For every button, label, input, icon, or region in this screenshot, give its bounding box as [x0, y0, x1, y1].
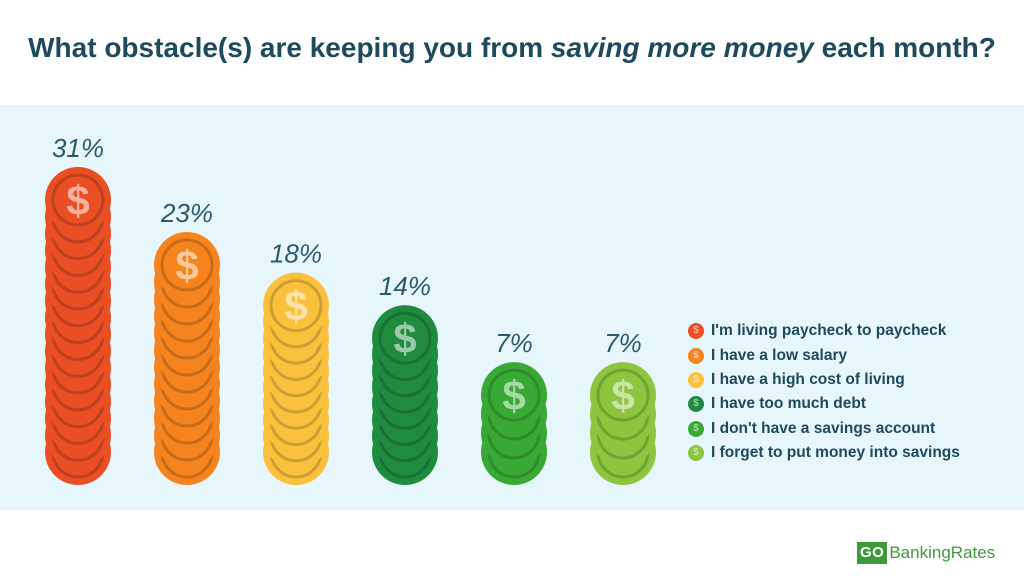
coin-ring	[160, 238, 214, 292]
coin	[263, 272, 329, 339]
coin-ring	[487, 368, 541, 422]
dollar-sign-icon: $	[175, 242, 198, 289]
chart-panel: $31% $23% $18% $14% $7% $7% $ I'm living paych…	[0, 105, 1024, 510]
legend-label: I forget to put money into savings	[711, 444, 960, 462]
coin-stack-bar: $	[481, 362, 547, 485]
coin-stack-bar: $	[590, 362, 656, 485]
chart-title: What obstacle(s) are keeping you from sa…	[0, 32, 1024, 64]
dollar-sign-icon: $	[502, 372, 525, 419]
coin	[154, 232, 220, 299]
value-label: 7%	[495, 328, 533, 358]
dollar-coin-icon: $	[688, 396, 704, 413]
legend-item: $ I'm living paycheck to paycheck	[688, 319, 960, 343]
dollar-sign-icon: $	[393, 315, 416, 362]
coin	[45, 167, 111, 233]
dollar-sign-icon: $	[66, 177, 89, 224]
dollar-coin-icon: $	[688, 371, 704, 388]
coin-ring	[596, 368, 650, 422]
coin-stack-chart: $31% $23% $18% $14% $7% $7%	[45, 133, 656, 485]
legend-label: I have a high cost of living	[711, 370, 905, 388]
coin-ring	[51, 173, 105, 227]
legend-label: I'm living paycheck to paycheck	[711, 322, 947, 340]
title-emphasis: saving more money	[550, 32, 814, 63]
coin-stack-bar: $	[45, 167, 111, 485]
legend-label: I have too much debt	[711, 395, 867, 413]
dollar-coin-icon: $	[688, 323, 704, 340]
coin-ring	[378, 311, 432, 365]
coin	[590, 362, 656, 429]
brand-name: BankingRates	[889, 543, 996, 562]
value-label: 31%	[52, 133, 104, 163]
value-label: 14%	[379, 271, 431, 301]
legend-item: $ I have a high cost of living	[688, 368, 960, 392]
title-prefix: What obstacle(s) are keeping you from	[28, 32, 551, 63]
coin-ring	[269, 279, 323, 333]
coin	[481, 362, 547, 429]
coin-stack-bar: $	[154, 232, 220, 485]
coin	[372, 305, 438, 372]
dollar-coin-icon: $	[688, 347, 704, 364]
coin-stack-bar: $	[372, 305, 438, 485]
brand-logo: GO BankingRates	[857, 542, 995, 564]
legend-item: $ I don't have a savings account	[688, 417, 960, 441]
legend-item: $ I have too much debt	[688, 392, 960, 416]
legend-label: I have a low salary	[711, 346, 848, 364]
legend-item: $ I forget to put money into savings	[688, 441, 960, 465]
legend-item: $ I have a low salary	[688, 343, 960, 367]
coin-stack-bar: $	[263, 272, 329, 485]
dollar-sign-icon: $	[284, 283, 307, 330]
dollar-sign-icon: $	[611, 372, 634, 419]
title-suffix: each month?	[813, 32, 996, 63]
legend-label: I don't have a savings account	[711, 419, 936, 437]
brand-go: GO	[857, 542, 888, 564]
chart-legend: $ I'm living paycheck to paycheck $ I have …	[688, 319, 960, 465]
dollar-coin-icon: $	[688, 420, 704, 437]
value-label: 18%	[270, 239, 322, 269]
value-label: 7%	[604, 328, 642, 358]
value-label: 23%	[160, 198, 213, 228]
dollar-coin-icon: $	[688, 445, 704, 462]
